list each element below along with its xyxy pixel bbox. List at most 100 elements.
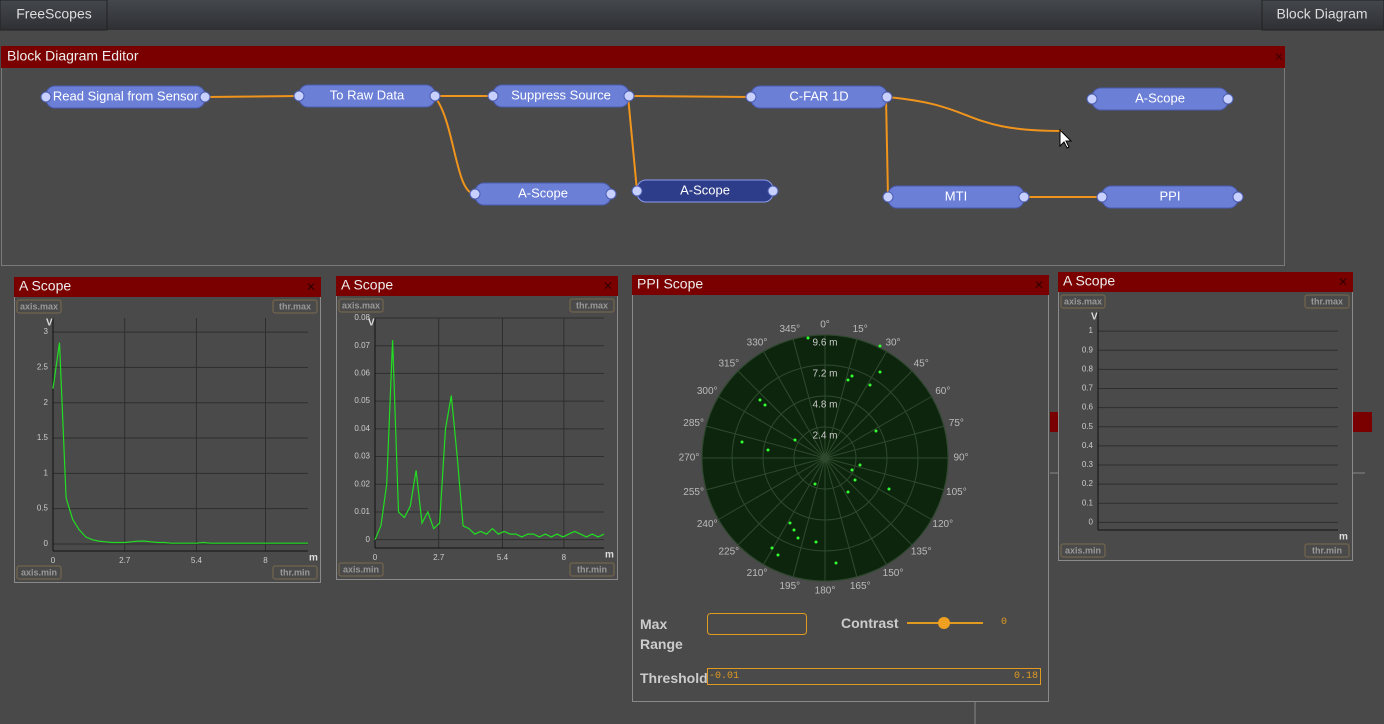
view-name[interactable]: Block Diagram xyxy=(1276,6,1367,22)
edge xyxy=(885,96,1063,132)
node-label[interactable]: PPI xyxy=(1160,188,1181,203)
threshold-range[interactable] xyxy=(707,668,1041,685)
port[interactable] xyxy=(293,90,305,102)
node-label[interactable]: A-Scope xyxy=(680,182,730,197)
edge xyxy=(627,95,752,98)
node-label[interactable]: C-FAR 1D xyxy=(789,88,848,103)
app-button[interactable] xyxy=(0,0,108,31)
echo xyxy=(792,528,796,532)
angle-label: 315° xyxy=(718,359,739,370)
node-label[interactable]: A-Scope xyxy=(1135,90,1185,105)
tag-box[interactable] xyxy=(1304,543,1350,558)
echo xyxy=(846,490,850,494)
scope-window xyxy=(336,276,618,580)
y-unit: V xyxy=(1091,312,1098,323)
port[interactable] xyxy=(605,188,617,200)
tag[interactable]: thr.min xyxy=(1312,545,1342,555)
tag[interactable]: thr.min xyxy=(280,567,310,577)
tag[interactable]: axis.min xyxy=(1065,545,1101,555)
angle-label: 135° xyxy=(911,547,932,558)
max-range-input[interactable] xyxy=(707,613,807,635)
tag-box[interactable] xyxy=(569,298,615,313)
x-unit: m xyxy=(309,553,318,564)
port[interactable] xyxy=(631,185,643,197)
tag[interactable]: thr.max xyxy=(1311,296,1343,306)
x-tick-label: 2.7 xyxy=(119,556,131,565)
angle-label: 210° xyxy=(747,568,768,579)
edge xyxy=(433,95,476,195)
port[interactable] xyxy=(1232,191,1244,203)
spoke xyxy=(824,457,932,520)
app-name[interactable]: FreeScopes xyxy=(16,6,91,22)
port[interactable] xyxy=(1018,191,1030,203)
edges xyxy=(204,95,1102,198)
trace xyxy=(52,342,308,544)
port[interactable] xyxy=(767,185,779,197)
y-tick-label: 0.06 xyxy=(354,369,370,378)
close-button[interactable]: ✕ xyxy=(1338,275,1348,289)
contrast-knob[interactable] xyxy=(938,617,950,629)
scope-title: A Scope xyxy=(341,277,393,293)
tag[interactable]: thr.min xyxy=(577,564,607,574)
port[interactable] xyxy=(469,188,481,200)
node-label[interactable]: A-Scope xyxy=(518,185,568,200)
port[interactable] xyxy=(882,191,894,203)
tag[interactable]: axis.max xyxy=(342,300,380,310)
close-button[interactable]: ✕ xyxy=(603,279,613,293)
port[interactable] xyxy=(199,91,211,103)
tag-box[interactable] xyxy=(1060,294,1106,309)
tag[interactable]: axis.min xyxy=(343,564,379,574)
port[interactable] xyxy=(1222,93,1234,105)
angle-label: 105° xyxy=(946,487,967,498)
tag[interactable]: thr.max xyxy=(279,301,311,311)
port[interactable] xyxy=(487,90,499,102)
tag-box[interactable] xyxy=(569,562,615,577)
tag-box[interactable] xyxy=(1060,543,1106,558)
port[interactable] xyxy=(1096,191,1108,203)
node-label[interactable]: To Raw Data xyxy=(330,87,405,102)
close-button[interactable]: ✕ xyxy=(1274,50,1284,64)
angle-label: 90° xyxy=(953,453,968,464)
spoke xyxy=(706,457,826,491)
tag-box[interactable] xyxy=(16,565,62,580)
port[interactable] xyxy=(429,90,441,102)
tag[interactable]: thr.max xyxy=(576,300,608,310)
angle-label: 15° xyxy=(853,324,868,335)
tag-box[interactable] xyxy=(338,562,384,577)
spoke xyxy=(824,351,887,459)
spoke xyxy=(706,425,826,459)
port[interactable] xyxy=(623,90,635,102)
node-label[interactable]: Suppress Source xyxy=(511,87,611,102)
tag[interactable]: axis.min xyxy=(21,567,57,577)
spoke xyxy=(737,370,826,459)
tag-box[interactable] xyxy=(272,565,318,580)
threshold-max: 0.18 xyxy=(1014,671,1039,682)
port[interactable] xyxy=(1086,93,1098,105)
port[interactable] xyxy=(745,91,757,103)
editor-title: Block Diagram Editor xyxy=(7,48,139,64)
angle-label: 30° xyxy=(885,337,900,348)
close-button[interactable]: ✕ xyxy=(1034,278,1044,292)
y-tick-label: 2 xyxy=(44,398,49,407)
port[interactable] xyxy=(881,91,893,103)
node-label[interactable]: Read Signal from Sensor xyxy=(53,88,199,103)
scope-title-bar xyxy=(1058,272,1353,292)
close-button[interactable]: ✕ xyxy=(306,280,316,294)
port[interactable] xyxy=(40,91,52,103)
echo xyxy=(766,448,770,452)
echo xyxy=(770,546,774,550)
tag-box[interactable] xyxy=(16,299,62,314)
y-tick-label: 0.5 xyxy=(1082,422,1094,431)
tag[interactable]: axis.max xyxy=(20,301,58,311)
view-button[interactable] xyxy=(1261,0,1384,31)
y-tick-label: 0.3 xyxy=(1082,460,1094,469)
y-tick-label: 2.5 xyxy=(37,363,49,372)
range-label: 9.6 m xyxy=(812,338,837,349)
tag-box[interactable] xyxy=(272,299,318,314)
tag[interactable]: axis.max xyxy=(1064,296,1102,306)
node-label[interactable]: MTI xyxy=(945,188,967,203)
tag-box[interactable] xyxy=(338,298,384,313)
tag-box[interactable] xyxy=(1304,294,1350,309)
echo xyxy=(788,521,792,525)
spoke xyxy=(824,457,913,546)
